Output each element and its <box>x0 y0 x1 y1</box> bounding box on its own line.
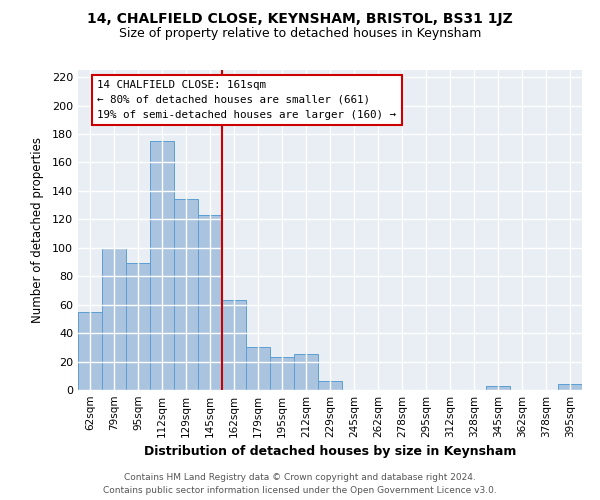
Y-axis label: Number of detached properties: Number of detached properties <box>31 137 44 323</box>
Bar <box>318 382 342 390</box>
Bar <box>174 200 198 390</box>
Bar <box>126 264 150 390</box>
Bar <box>270 358 294 390</box>
Bar <box>558 384 582 390</box>
Bar <box>486 386 510 390</box>
Text: Contains HM Land Registry data © Crown copyright and database right 2024.
Contai: Contains HM Land Registry data © Crown c… <box>103 473 497 495</box>
Bar <box>78 312 102 390</box>
Bar <box>294 354 318 390</box>
Bar <box>150 141 174 390</box>
Bar <box>102 248 126 390</box>
Bar <box>198 215 222 390</box>
X-axis label: Distribution of detached houses by size in Keynsham: Distribution of detached houses by size … <box>144 446 516 458</box>
Text: 14, CHALFIELD CLOSE, KEYNSHAM, BRISTOL, BS31 1JZ: 14, CHALFIELD CLOSE, KEYNSHAM, BRISTOL, … <box>87 12 513 26</box>
Text: 14 CHALFIELD CLOSE: 161sqm
← 80% of detached houses are smaller (661)
19% of sem: 14 CHALFIELD CLOSE: 161sqm ← 80% of deta… <box>97 80 396 120</box>
Bar <box>222 300 246 390</box>
Bar <box>246 348 270 390</box>
Text: Size of property relative to detached houses in Keynsham: Size of property relative to detached ho… <box>119 28 481 40</box>
